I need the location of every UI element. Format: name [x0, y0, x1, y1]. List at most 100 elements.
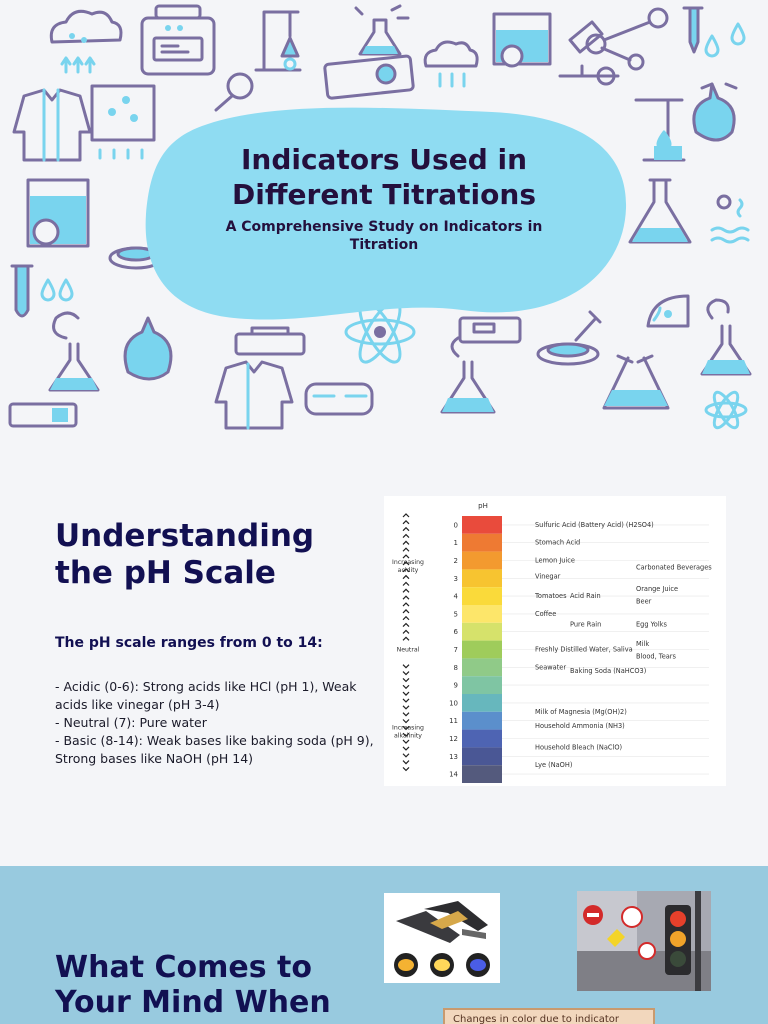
- traffic-light-photo: [577, 891, 711, 991]
- ph-band-5: [462, 605, 502, 623]
- beaker-icon: [492, 12, 552, 68]
- up-chevron-icon: [402, 595, 410, 600]
- ph-point-basic: - Basic (8-14): Weak bases like baking s…: [55, 733, 374, 766]
- ph-substance-label: Vinegar: [535, 573, 561, 581]
- distillation-icon: [634, 98, 686, 162]
- led-indicator-photo: [384, 893, 500, 983]
- title-slide: Indicators Used in Different Titrations …: [0, 0, 768, 440]
- science-doodle-background: [8, 4, 752, 430]
- ph-side-label: alkalinity: [394, 732, 422, 739]
- ph-substance-label: Household Ammonia (NH3): [535, 722, 625, 730]
- up-chevron-icon: [402, 547, 410, 552]
- ph-band-3: [462, 569, 502, 588]
- ph-substance-label: Freshly Distilled Water, Saliva: [535, 646, 633, 654]
- mind-heading: What Comes to Your Mind When: [55, 950, 331, 1020]
- ph-substance-label: Egg Yolks: [636, 621, 667, 629]
- up-chevron-icon: [402, 615, 410, 621]
- ph-substance-label: Stomach Acid: [535, 539, 580, 547]
- ph-band-0: [462, 516, 502, 534]
- title-block: Indicators Used in Different Titrations …: [190, 142, 578, 254]
- down-chevron-icon: [402, 698, 410, 703]
- hot-beaker-icon: [90, 84, 156, 160]
- down-chevron-icon: [402, 677, 410, 683]
- ph-substance-label: Orange Juice: [636, 585, 678, 593]
- ph-tick-label: 0: [454, 521, 458, 529]
- down-chevron-icon: [402, 719, 410, 724]
- ph-band-8: [462, 658, 502, 677]
- down-chevron-icon: [402, 705, 410, 710]
- title-blob: [145, 107, 627, 320]
- ph-substance-label: Milk of Magnesia (Mg(OH)2): [535, 708, 627, 716]
- cloud-rain-icon: [423, 40, 479, 88]
- ph-band-9: [462, 676, 502, 694]
- up-chevron-icon: [402, 533, 410, 538]
- ph-band-10: [462, 694, 502, 712]
- chart-title: pH: [478, 502, 488, 510]
- goggles-icon: [304, 382, 374, 416]
- ph-band-4: [462, 587, 502, 605]
- atom-icon: [704, 390, 748, 430]
- ph-subheading: The pH scale ranges from 0 to 14:: [55, 635, 323, 651]
- microscope-icon: [558, 20, 620, 86]
- down-chevron-icon: [402, 753, 410, 758]
- up-chevron-icon: [402, 609, 410, 614]
- ph-tick-label: 13: [449, 753, 458, 761]
- down-chevron-icon: [402, 691, 410, 696]
- ph-tick-label: 8: [454, 664, 458, 672]
- ph-side-label: Increasing: [392, 559, 424, 566]
- ph-tick-label: 11: [449, 717, 458, 725]
- ph-band-11: [462, 711, 502, 730]
- ph-tick-label: 3: [454, 575, 458, 583]
- ph-substance-label: Beer: [636, 597, 652, 605]
- ph-tick-label: 10: [449, 699, 458, 707]
- down-chevron-icon: [402, 684, 410, 690]
- up-chevron-icon: [402, 629, 410, 634]
- ph-substance-label: Sulfuric Acid (Battery Acid) (H2SO4): [535, 521, 654, 529]
- up-chevron-icon: [402, 540, 410, 545]
- flask-bubbles-icon: [440, 336, 496, 414]
- down-chevron-icon: [402, 739, 410, 744]
- up-chevron-icon: [402, 574, 410, 580]
- ph-substance-label: Blood, Tears: [636, 653, 677, 661]
- ph-substance-label: Lye (NaOH): [535, 761, 572, 769]
- color-change-slide: What Comes to Your Mind When: [0, 866, 768, 1024]
- petri-dropper-icon: [536, 310, 602, 366]
- up-chevron-icon: [402, 567, 410, 573]
- ph-substance-label: Acid Rain: [570, 592, 601, 600]
- lab-scale-icon: [458, 316, 522, 344]
- ph-tick-label: 9: [454, 682, 458, 690]
- ph-side-label: Neutral: [397, 647, 420, 654]
- lab-coat-icon: [214, 360, 294, 430]
- ph-substance-label: Pure Rain: [570, 621, 601, 629]
- ph-band-12: [462, 729, 502, 748]
- slide-title: Indicators Used in Different Titrations: [232, 143, 536, 211]
- ph-band-1: [462, 533, 502, 552]
- ph-band-14: [462, 765, 502, 783]
- lab-incubator-icon: [140, 4, 216, 76]
- up-chevron-icon: [402, 554, 410, 559]
- traffic-light-illustration: [577, 891, 711, 991]
- ph-heading: Understanding the pH Scale: [55, 518, 315, 591]
- flask-bubbles-icon: [48, 311, 100, 392]
- hot-plate-icon: [234, 326, 306, 356]
- up-chevron-icon: [402, 520, 410, 525]
- flask-bubbles-icon: [700, 298, 752, 376]
- beaker-pill-icon: [26, 178, 90, 248]
- up-chevron-icon: [402, 581, 410, 586]
- burette-stand-icon: [254, 10, 302, 72]
- ph-band-13: [462, 747, 502, 766]
- slide-subtitle: A Comprehensive Study on Indicators in T…: [225, 219, 543, 253]
- ph-tick-label: 2: [454, 557, 458, 565]
- up-chevron-icon: [402, 526, 410, 532]
- round-flask-icon: [692, 82, 738, 142]
- ph-substance-label: Household Bleach (NaClO): [535, 743, 622, 751]
- ph-band-6: [462, 622, 502, 641]
- ph-tick-label: 7: [454, 646, 458, 654]
- test-strip-icon: [8, 402, 78, 428]
- ph-side-label: Increasing: [392, 724, 424, 731]
- down-chevron-icon: [402, 664, 410, 669]
- heat-waves-icon: [710, 194, 750, 244]
- down-chevron-icon: [402, 760, 410, 765]
- flask-icon: [628, 178, 692, 244]
